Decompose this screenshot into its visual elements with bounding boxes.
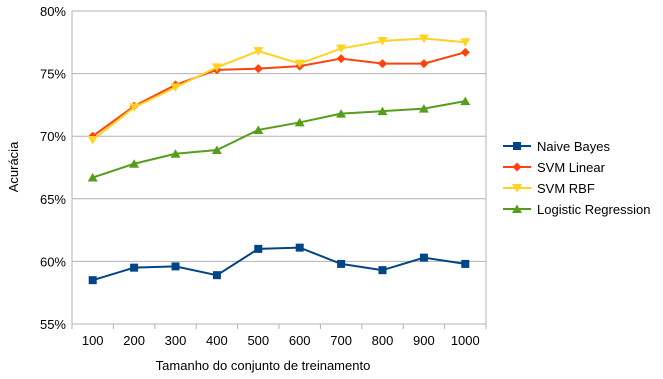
data-point [253,47,264,56]
x-tick-label: 600 [289,333,311,348]
data-point [294,59,305,69]
data-point [211,63,222,72]
y-axis-title: Acurácia [6,141,21,192]
data-point [87,135,98,145]
series-3 [87,96,471,182]
data-point [212,271,221,280]
x-tick-labels: 100 200 300 400 500 600 700 800 900 1000 [82,333,480,348]
y-tick-label: 60% [40,254,66,269]
legend-marker [512,204,522,213]
data-point [460,38,471,47]
x-tick-label: 800 [372,333,394,348]
series-line [92,246,466,282]
legend-label: Naive Bayes [537,139,610,154]
axes [71,11,487,329]
x-tick-label: 900 [413,333,435,348]
data-point [170,83,181,92]
data-point [418,104,429,113]
data-point [211,145,222,154]
x-tick-label: 300 [165,333,187,348]
y-tick-label: 75% [40,67,66,82]
data-point [460,47,470,57]
data-point [88,276,97,285]
series-line [92,37,466,141]
series-line [92,51,466,138]
data-point [253,64,263,74]
data-point [294,117,305,127]
data-point [377,37,388,46]
y-tick-labels: 55% 60% 65% 70% 75% 80% [40,4,66,332]
data-point [460,96,471,106]
legend-marker [512,184,522,193]
data-point [295,243,304,252]
data-point [336,109,347,118]
y-tick-label: 65% [40,192,66,207]
legend: Naive Bayes SVM Linear SVM RBF Logistic Reg… [503,139,650,217]
data-point [129,159,140,168]
x-tick-label: 700 [330,333,352,348]
y-tick-label: 80% [40,4,66,19]
data-point [336,44,347,54]
x-tick-label: 200 [123,333,145,348]
data-point [170,149,181,158]
legend-marker [512,162,522,172]
data-point [130,263,139,272]
series-0 [88,243,470,285]
legend-item: SVM RBF [503,181,595,196]
x-tick-label: 400 [206,333,228,348]
legend-item: SVM Linear [503,160,606,175]
data-point [337,259,346,268]
legend-label: SVM Linear [537,160,606,175]
legend-item: Naive Bayes [503,139,610,154]
legend-marker [513,142,521,150]
data-point [336,54,346,64]
data-point [378,59,387,69]
legend-label: SVM RBF [537,181,595,196]
x-axis-title: Tamanho do conjunto de treinamento [156,358,371,373]
x-tick-label: 1000 [451,333,480,348]
series-2 [87,34,471,145]
series [87,34,471,285]
data-point [378,266,387,275]
data-point [87,173,98,182]
data-point [418,34,429,44]
legend-item: Logistic Regression [503,202,650,217]
x-tick-label: 500 [247,333,269,348]
data-point [129,103,140,112]
data-point [377,106,388,116]
data-point [461,259,470,268]
series-line [92,100,466,179]
grid [72,10,486,325]
data-point [254,244,263,253]
legend-label: Logistic Regression [537,202,650,217]
data-point [419,59,429,69]
x-tick-label: 100 [82,333,104,348]
data-point [171,262,180,271]
data-point [419,253,428,262]
y-tick-label: 70% [40,129,66,144]
y-tick-label: 55% [40,317,66,332]
data-point [253,125,264,134]
